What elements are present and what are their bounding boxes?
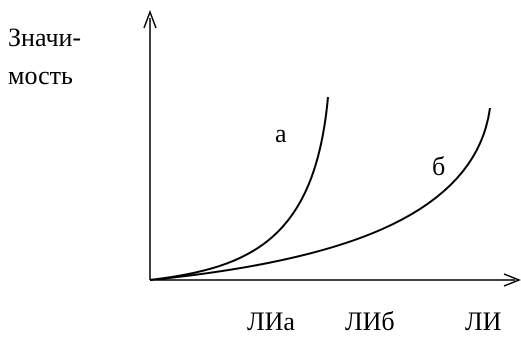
- x-axis-arrow-icon: [503, 273, 521, 287]
- curve-b-label: б: [432, 152, 445, 181]
- x-label-li-a: ЛИа: [247, 307, 295, 332]
- x-label-li-b: ЛИб: [345, 307, 395, 332]
- y-axis-arrow-icon: [143, 9, 157, 29]
- curve-a-label: а: [275, 119, 287, 148]
- y-axis-label-line1: Значи-: [8, 23, 81, 52]
- y-axis-label-line2: мость: [8, 61, 73, 90]
- curve-a: [149, 96, 329, 281]
- x-label-li: ЛИ: [465, 307, 502, 332]
- curve-b: [149, 107, 491, 281]
